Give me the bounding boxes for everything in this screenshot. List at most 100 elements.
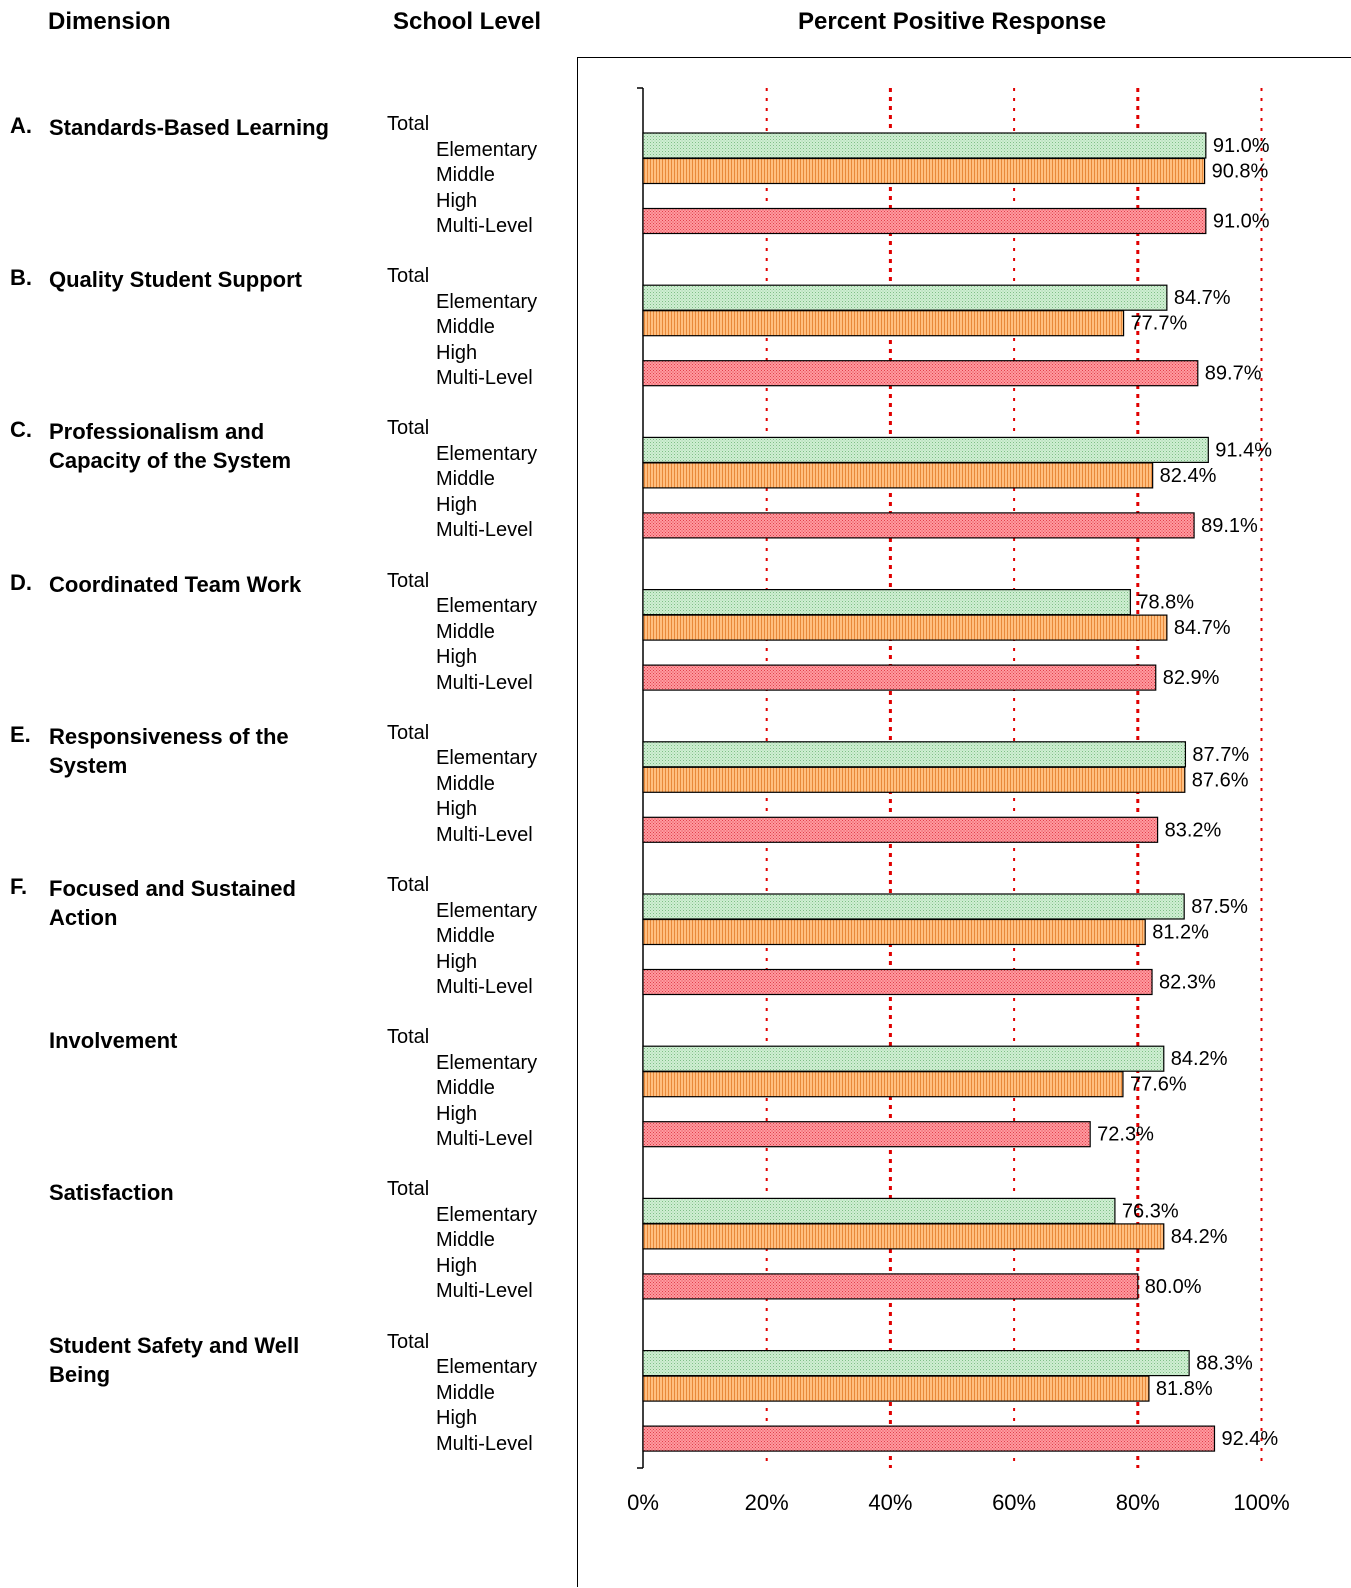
school-level-label: Total: [387, 1178, 430, 1201]
data-label: 84.2%: [1171, 1226, 1228, 1248]
bar-multi-level: [642, 360, 1199, 387]
dimension-group: C. Professionalism and Capacity of the Sy…: [0, 417, 580, 567]
school-level-label: High: [436, 1407, 478, 1430]
dimension-name: Professionalism and Capacity of the Syst…: [49, 419, 292, 474]
dimension-name: Standards-Based Learning: [49, 115, 329, 140]
bar-elementary: [642, 741, 1187, 768]
dimension-name: Responsiveness of the System: [49, 723, 289, 778]
school-level-header: School Level: [393, 8, 542, 35]
bar-elementary: [642, 1197, 1116, 1225]
data-label: 84.2%: [1171, 1048, 1228, 1070]
bar-elementary: [642, 284, 1168, 311]
bar-elementary: [642, 1045, 1165, 1072]
school-level-label: Multi-Level: [436, 671, 533, 694]
data-label: 87.6%: [1192, 769, 1249, 791]
data-label: 82.9%: [1163, 667, 1220, 689]
school-level-label: Middle: [436, 925, 495, 947]
school-level-label: Middle: [436, 164, 495, 186]
x-tick-label: 0%: [627, 1490, 659, 1515]
dimension-group: Satisfaction Total Elementary Middle High Mul…: [0, 1178, 580, 1328]
dimension-name: Quality Student Support: [49, 267, 302, 293]
bar-middle: [642, 766, 1186, 793]
data-label: 77.6%: [1130, 1074, 1187, 1096]
data-label: 87.5%: [1191, 896, 1248, 918]
school-level-label: Multi-Level: [436, 1432, 533, 1455]
bar-elementary: [642, 436, 1209, 463]
bar-multi-level: [642, 664, 1157, 691]
school-level-label: High: [436, 646, 478, 669]
school-level-label: Elementary: [436, 1203, 538, 1226]
school-level-label: Multi-Level: [436, 367, 533, 390]
school-level-label: Elementary: [436, 1051, 538, 1074]
school-level-label: Total: [387, 1026, 430, 1049]
data-label: 76.3%: [1122, 1200, 1179, 1222]
x-tick-label: 60%: [992, 1490, 1036, 1515]
data-label: 84.7%: [1174, 617, 1231, 639]
data-label: 82.3%: [1159, 972, 1216, 994]
data-label: 92.4%: [1221, 1428, 1278, 1450]
data-label: 89.7%: [1205, 363, 1262, 385]
bar-multi-level: [642, 512, 1195, 539]
bar-elementary: [642, 1349, 1190, 1377]
data-label: 91.4%: [1215, 439, 1272, 461]
dimension-letter: A.: [10, 113, 32, 138]
data-label: 82.4%: [1160, 465, 1217, 487]
bar-multi-level: [642, 816, 1159, 843]
data-label: 78.8%: [1137, 592, 1194, 614]
school-level-label: Multi-Level: [436, 823, 533, 846]
dimension-group: E. Responsiveness of the System Total Eleme…: [0, 722, 580, 872]
school-level-label: High: [436, 341, 478, 364]
school-level-label: High: [436, 950, 478, 973]
bar-middle: [642, 918, 1146, 946]
school-level-label: Middle: [436, 1077, 495, 1100]
school-level-label: Middle: [436, 1381, 495, 1404]
school-level-label: Total: [387, 721, 430, 744]
school-level-label: Multi-Level: [436, 976, 533, 998]
bar-multi-level: [642, 207, 1207, 235]
percent-header: Percent Positive Response: [798, 8, 1107, 35]
school-level-label: Elementary: [436, 138, 538, 161]
dimension-name: Coordinated Team Work: [49, 571, 302, 597]
school-level-label: Total: [387, 417, 430, 440]
school-level-label: High: [436, 189, 478, 212]
bar-multi-level: [642, 1273, 1139, 1300]
school-level-label: Total: [387, 1330, 430, 1353]
dimension-header: Dimension: [48, 8, 171, 35]
x-tick-label: 100%: [1233, 1490, 1289, 1515]
bar-multi-level: [642, 968, 1153, 996]
school-level-label: Multi-Level: [436, 1280, 533, 1303]
data-label: 84.7%: [1174, 287, 1231, 309]
dimension-group: D. Coordinated Team Work Total Elementary Mi…: [0, 570, 580, 720]
bar-elementary: [642, 588, 1131, 616]
school-level-label: Total: [387, 113, 430, 135]
school-level-label: Elementary: [436, 899, 538, 922]
school-level-label: Total: [387, 265, 430, 288]
dimension-group: F. Focused and Sustained Action Total Eleme…: [0, 874, 580, 1024]
dimension-letter: D.: [10, 569, 32, 595]
data-label: 72.3%: [1097, 1124, 1154, 1146]
data-label: 91.0%: [1213, 211, 1270, 233]
bar-chart: 0% 20% 40% 60% 80% 100% 91.0% 90.8% 91.0% 84.7% 77…: [627, 87, 1290, 1515]
data-label: 89.1%: [1201, 515, 1258, 537]
school-level-label: Multi-Level: [436, 215, 533, 237]
dimension-name: Involvement: [49, 1028, 178, 1054]
bar-elementary: [642, 893, 1185, 920]
bar-middle: [642, 1071, 1124, 1098]
data-label: 81.2%: [1152, 922, 1209, 944]
school-level-label: Elementary: [436, 747, 538, 770]
bar-multi-level: [642, 1425, 1216, 1452]
dimension-name: Satisfaction: [49, 1180, 174, 1206]
dimension-letter: C.: [10, 417, 32, 443]
bar-elementary: [642, 132, 1207, 159]
bar-middle: [642, 462, 1154, 489]
school-level-label: High: [436, 493, 478, 516]
school-level-label: Middle: [436, 772, 495, 795]
bar-middle: [642, 310, 1125, 337]
bar-multi-level: [642, 1121, 1091, 1148]
data-label: 87.7%: [1192, 744, 1249, 766]
x-tick-label: 20%: [745, 1490, 789, 1515]
school-level-label: Middle: [436, 1229, 495, 1252]
dimension-name: Focused and Sustained Action: [49, 876, 296, 930]
dimension-letter: F.: [10, 874, 28, 899]
school-level-label: High: [436, 1254, 478, 1277]
